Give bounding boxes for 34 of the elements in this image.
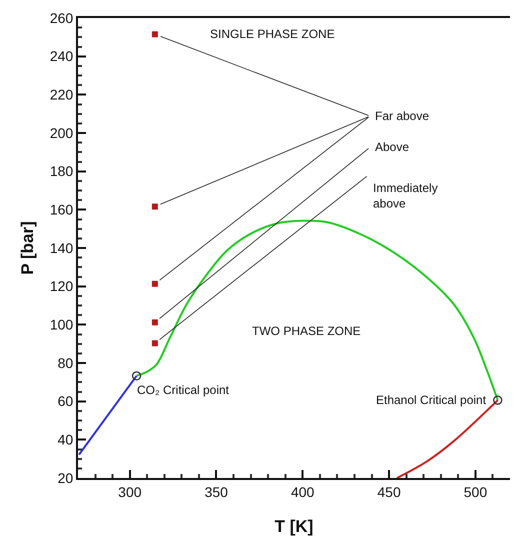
x-tick-label: 400 bbox=[290, 484, 315, 500]
y-tick-label: 20 bbox=[58, 470, 74, 486]
x-tick-label: 500 bbox=[464, 484, 488, 500]
point bbox=[132, 371, 142, 380]
y-tick-label: 160 bbox=[50, 202, 74, 218]
y-axis-title: P [bar] bbox=[18, 221, 37, 275]
x-tick-label: 350 bbox=[204, 484, 228, 500]
y-tick-label: 80 bbox=[58, 354, 74, 371]
point bbox=[152, 340, 158, 346]
y-tick-label: 200 bbox=[50, 124, 74, 141]
y-tick-label: 180 bbox=[50, 163, 74, 180]
x-tick-label: 450 bbox=[377, 484, 401, 500]
annotation: Far above bbox=[375, 109, 430, 123]
y-tick-label: 140 bbox=[50, 240, 74, 256]
point bbox=[152, 204, 158, 210]
y-tick-label: 240 bbox=[50, 48, 74, 64]
y-tick-label: 40 bbox=[58, 432, 74, 448]
point bbox=[152, 31, 158, 38]
point bbox=[152, 280, 158, 287]
x-axis-title: T [K] bbox=[274, 517, 314, 536]
y-tick-label: 100 bbox=[50, 316, 74, 333]
y-tick-label: 120 bbox=[50, 278, 74, 294]
annotation: Immediately above bbox=[373, 181, 438, 211]
y-tick-label: 60 bbox=[58, 393, 74, 410]
annotation: TWO PHASE ZONE bbox=[252, 324, 361, 338]
y-tick-label: 260 bbox=[50, 10, 74, 26]
annotation: SINGLE PHASE ZONE bbox=[210, 27, 335, 41]
annotation: CO₂ Critical point bbox=[137, 383, 230, 397]
annotation: Ethanol Critical point bbox=[376, 393, 487, 407]
point bbox=[152, 319, 158, 326]
point bbox=[493, 396, 502, 405]
x-tick-label: 300 bbox=[118, 484, 142, 500]
annotation: Above bbox=[375, 140, 410, 154]
y-tick-label: 220 bbox=[50, 86, 74, 103]
